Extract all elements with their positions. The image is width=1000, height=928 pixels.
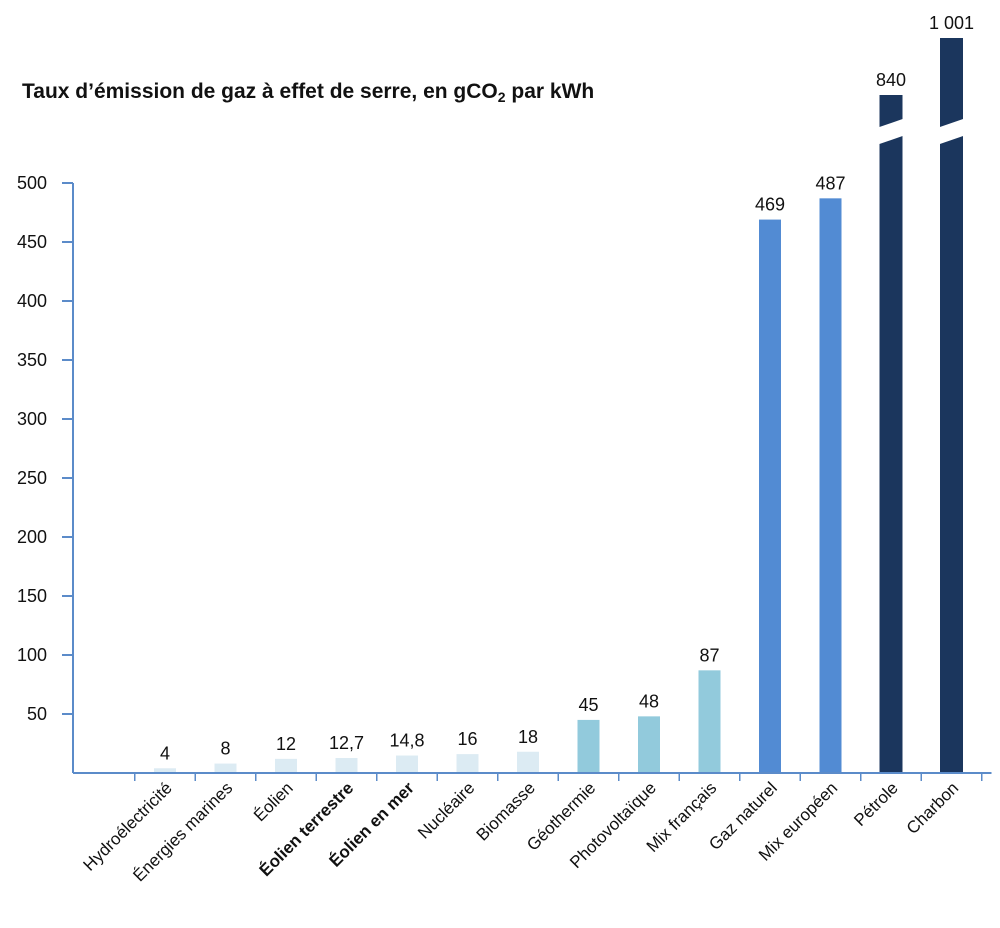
bar bbox=[154, 768, 176, 773]
data-label: 14,8 bbox=[389, 731, 424, 751]
chart-title-main: Taux d’émission de gaz à effet de serre,… bbox=[22, 80, 498, 103]
data-label: 16 bbox=[457, 729, 477, 749]
bar bbox=[335, 758, 358, 773]
y-tick-label: 400 bbox=[17, 291, 47, 311]
bar bbox=[396, 755, 418, 773]
data-label: 840 bbox=[876, 70, 906, 90]
chart-title-subscript: 2 bbox=[497, 89, 506, 105]
y-tick-label: 500 bbox=[17, 173, 47, 193]
y-tick-label: 450 bbox=[17, 232, 47, 252]
x-tick-label: Nucléaire bbox=[414, 778, 478, 842]
chart-title-end: par kWh bbox=[505, 80, 595, 103]
bar bbox=[214, 763, 237, 773]
y-tick-label: 50 bbox=[27, 704, 47, 724]
axis-break-gap bbox=[876, 118, 906, 145]
y-tick-label: 100 bbox=[17, 645, 47, 665]
bar bbox=[517, 751, 539, 773]
data-label: 4 bbox=[160, 743, 170, 763]
data-label: 45 bbox=[578, 695, 598, 715]
axis-break-gap bbox=[937, 118, 966, 145]
bar bbox=[275, 758, 297, 773]
data-label: 48 bbox=[639, 691, 659, 711]
data-label: 12 bbox=[276, 734, 296, 754]
chart-title: Taux d’émission de gaz à effet de serre,… bbox=[22, 80, 594, 105]
bar bbox=[577, 719, 600, 773]
bar bbox=[759, 219, 781, 773]
data-label: 487 bbox=[815, 173, 845, 193]
data-label: 1 001 bbox=[929, 13, 974, 33]
data-label: 18 bbox=[518, 727, 538, 747]
bar bbox=[698, 670, 721, 773]
y-tick-label: 250 bbox=[17, 468, 47, 488]
x-tick-label: Pétrole bbox=[850, 778, 902, 830]
bar bbox=[638, 716, 660, 773]
x-tick-label: Éolien bbox=[250, 778, 297, 825]
bar bbox=[940, 38, 963, 773]
y-tick-label: 200 bbox=[17, 527, 47, 547]
bar bbox=[456, 754, 479, 773]
data-label: 12,7 bbox=[329, 733, 364, 753]
y-tick-label: 150 bbox=[17, 586, 47, 606]
data-label: 8 bbox=[220, 739, 230, 759]
x-tick-label: Charbon bbox=[903, 778, 963, 838]
data-label: 469 bbox=[755, 195, 785, 215]
y-tick-label: 350 bbox=[17, 350, 47, 370]
bar bbox=[819, 198, 842, 774]
bar bbox=[879, 95, 903, 773]
data-label: 87 bbox=[699, 645, 719, 665]
y-tick-label: 300 bbox=[17, 409, 47, 429]
